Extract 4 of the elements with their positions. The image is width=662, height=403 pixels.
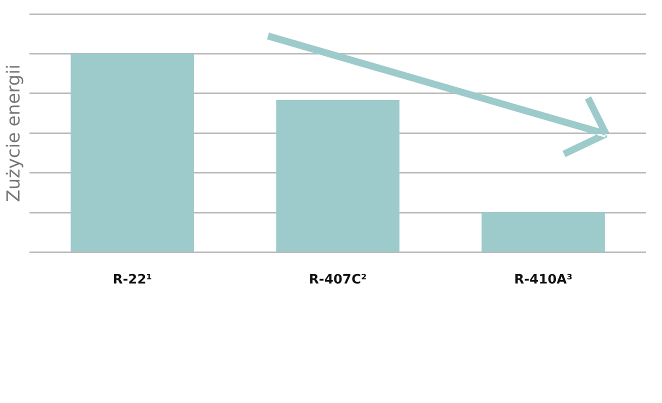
x-tick-label: R-22¹ — [112, 272, 152, 288]
y-axis-title: Zużycie energii — [3, 64, 24, 202]
x-tick-label: R-410A³ — [514, 272, 572, 288]
x-tick-label: R-407C² — [308, 272, 367, 288]
